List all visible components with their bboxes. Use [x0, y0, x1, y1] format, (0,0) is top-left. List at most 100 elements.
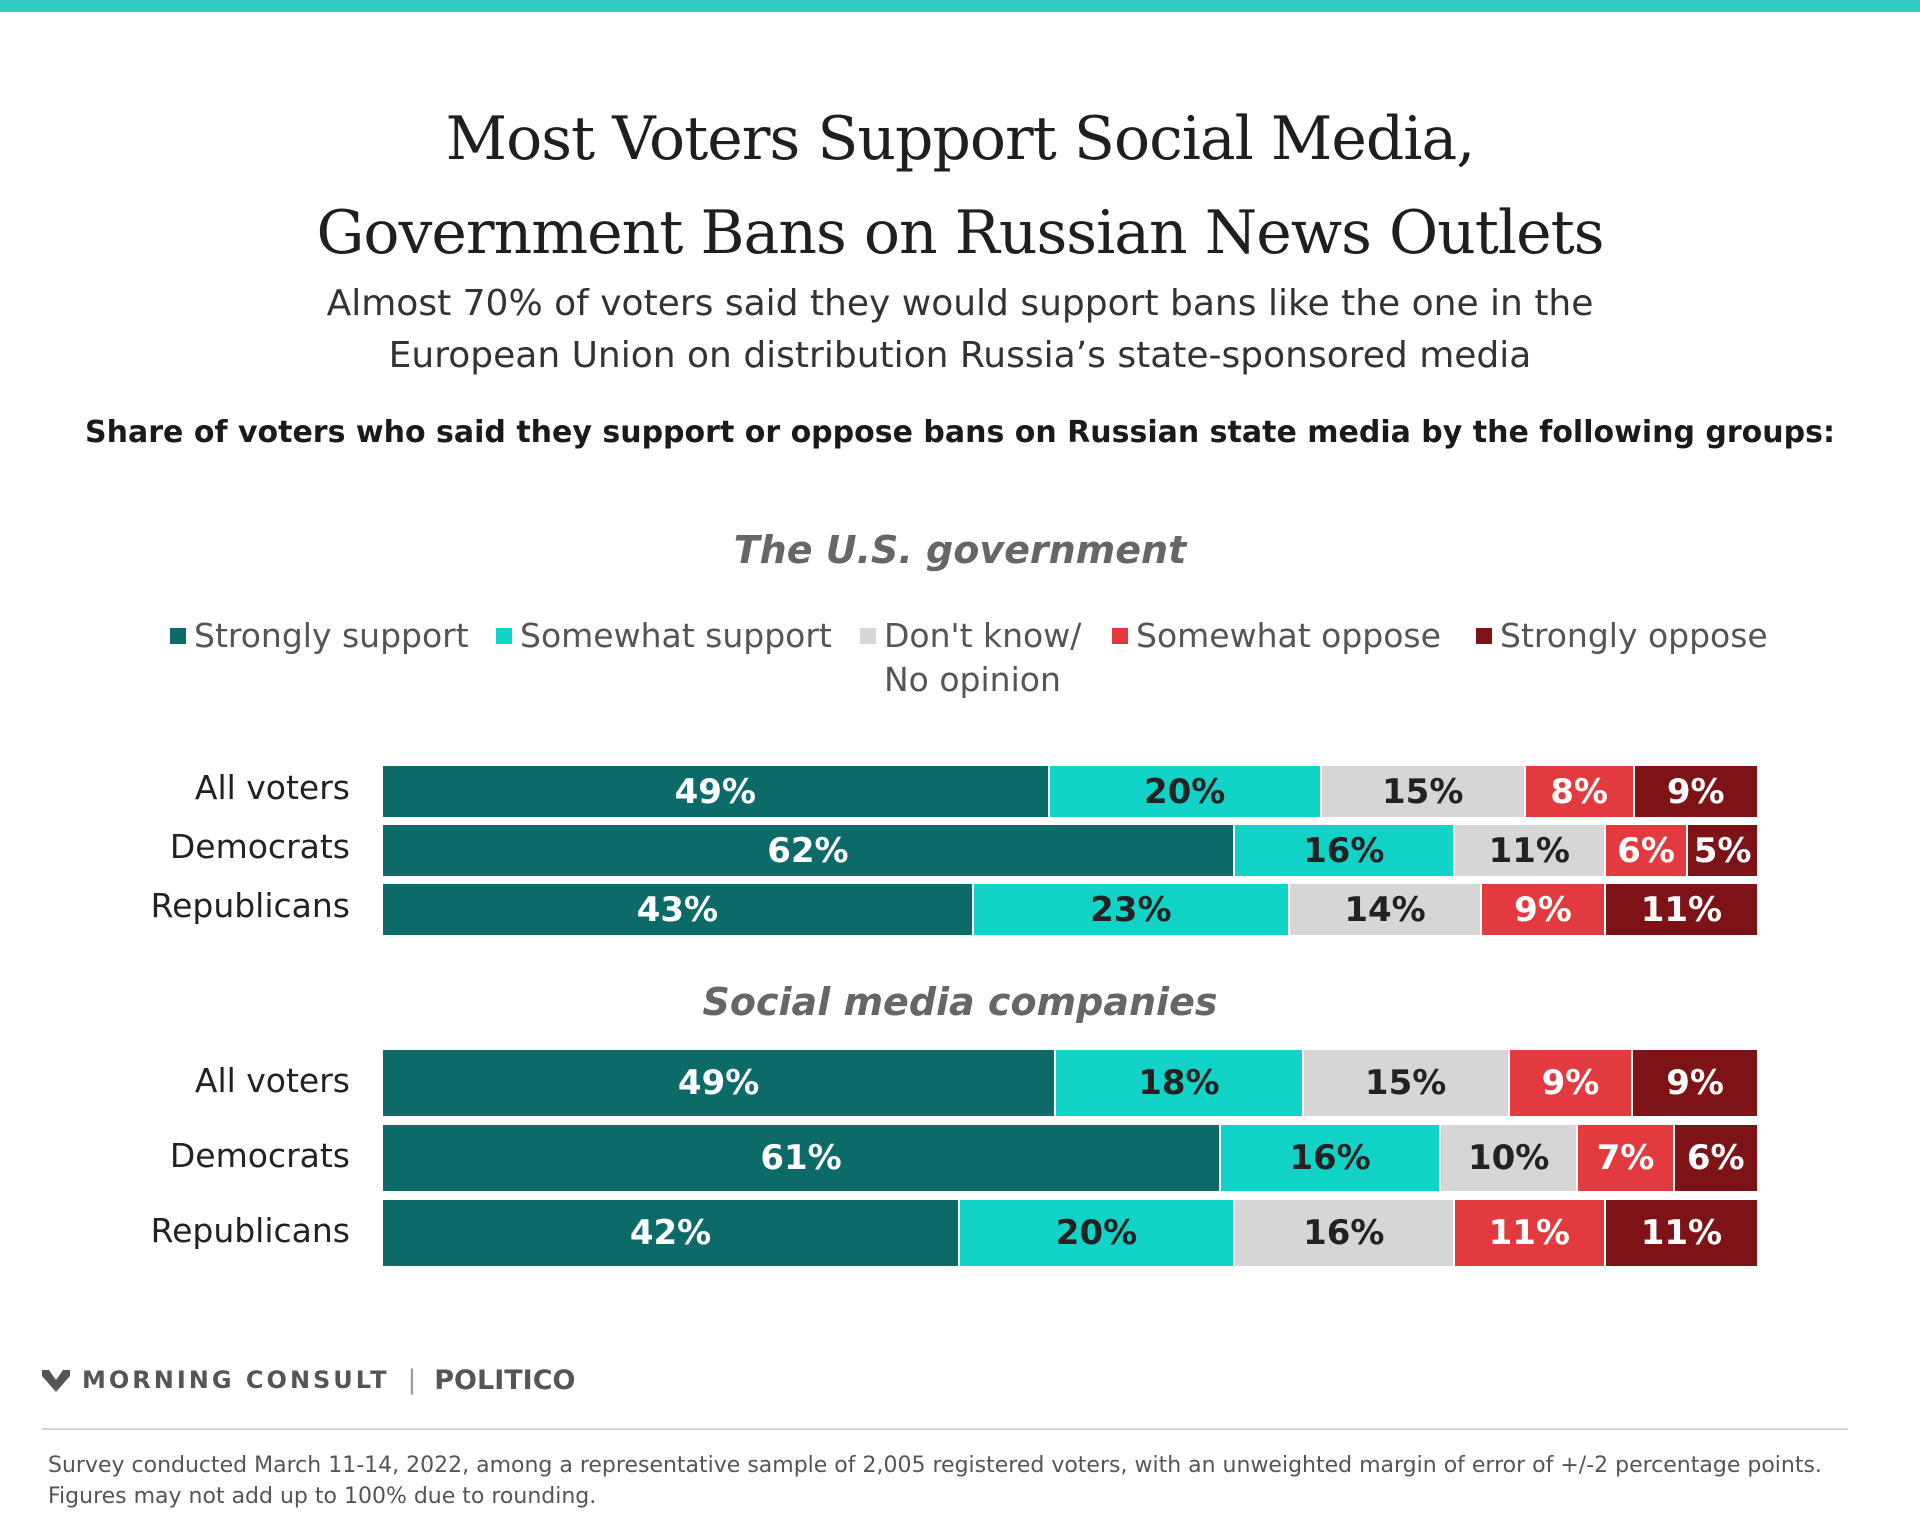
bar-segment-somewhat-oppose: 8%	[1525, 766, 1635, 817]
bar-segment-strongly-oppose: 9%	[1634, 766, 1757, 817]
row-label: Democrats	[169, 827, 350, 866]
legend-item-strongly-oppose: Strongly oppose	[1476, 614, 1768, 658]
bar-segment-somewhat-oppose: 7%	[1578, 1125, 1675, 1191]
legend-swatch-strongly-support	[170, 628, 186, 644]
bar-segment-somewhat-support: 16%	[1221, 1125, 1441, 1191]
bar-segment-somewhat-oppose: 6%	[1605, 825, 1689, 876]
stacked-bar: 43% 23% 14% 9% 11%	[383, 884, 1757, 935]
data-label: 10%	[1467, 1138, 1550, 1178]
bar-segment-strongly-support: 49%	[383, 766, 1050, 817]
data-label: 15%	[1382, 771, 1464, 812]
data-label: 11%	[1640, 889, 1723, 930]
section-title-social-media: Social media companies	[702, 980, 1218, 1024]
bar-segment-strongly-oppose: 6%	[1674, 1125, 1757, 1191]
data-label: 43%	[636, 889, 719, 930]
legend-label: Strongly oppose	[1500, 616, 1768, 655]
morning-consult-logo-icon	[42, 1370, 70, 1392]
chart-title-line-2: Government Bans on Russian News Outlets	[316, 198, 1604, 268]
data-label: 14%	[1344, 889, 1426, 930]
footer-divider	[42, 1428, 1848, 1430]
data-label: 20%	[1055, 1213, 1138, 1253]
bar-segment-dont-know: 10%	[1440, 1125, 1579, 1191]
data-label: 8%	[1550, 771, 1608, 812]
bar-segment-somewhat-support: 18%	[1056, 1050, 1304, 1116]
data-label: 15%	[1364, 1063, 1447, 1103]
bar-segment-dont-know: 16%	[1234, 1200, 1455, 1266]
stacked-bar: 62% 16% 11% 6% 5%	[383, 825, 1757, 876]
legend-swatch-somewhat-oppose	[1112, 628, 1128, 644]
stacked-bar: 61% 16% 10% 7% 6%	[383, 1125, 1757, 1191]
data-label: 16%	[1303, 830, 1385, 871]
legend-item-strongly-support: Strongly support	[170, 614, 469, 658]
row-label: Republicans	[150, 886, 350, 925]
legend-swatch-strongly-oppose	[1476, 628, 1492, 644]
chart-title-line-1: Most Voters Support Social Media,	[445, 104, 1476, 174]
bar-segment-strongly-oppose: 5%	[1688, 825, 1757, 876]
bar-segment-somewhat-support: 20%	[1049, 766, 1322, 817]
data-label: 11%	[1640, 1213, 1723, 1253]
partner-name: POLITICO	[434, 1364, 576, 1396]
legend-item-dont-know: Don't know/ No opinion	[860, 614, 1081, 702]
bar-segment-dont-know: 14%	[1289, 884, 1483, 935]
bar-segment-strongly-support: 62%	[383, 825, 1235, 876]
data-label: 49%	[677, 1063, 760, 1103]
legend-label: Strongly support	[194, 616, 469, 655]
data-label: 20%	[1143, 771, 1226, 812]
data-label: 18%	[1138, 1063, 1220, 1103]
data-label: 9%	[1666, 1063, 1724, 1103]
data-label: 49%	[674, 771, 756, 812]
row-label: Democrats	[169, 1136, 350, 1175]
logo-divider: |	[407, 1365, 417, 1395]
footer-logo: MORNING CONSULT | POLITICO	[42, 1364, 576, 1396]
bar-segment-strongly-support: 43%	[383, 884, 974, 935]
data-label: 11%	[1488, 830, 1570, 871]
bar-segment-strongly-support: 61%	[383, 1125, 1222, 1191]
stacked-bar: 49% 18% 15% 9% 9%	[383, 1050, 1757, 1116]
data-label: 7%	[1596, 1138, 1655, 1178]
data-label: 11%	[1488, 1213, 1570, 1253]
bar-segment-dont-know: 11%	[1454, 825, 1606, 876]
data-label: 16%	[1289, 1138, 1371, 1178]
legend: Strongly support Somewhat support Don't …	[170, 614, 1810, 704]
legend-label: Somewhat support	[520, 616, 832, 655]
legend-swatch-somewhat-support	[496, 628, 512, 644]
legend-label: Somewhat oppose	[1136, 616, 1441, 655]
data-label: 42%	[629, 1213, 712, 1253]
accent-top-bar	[0, 0, 1920, 12]
legend-item-somewhat-oppose: Somewhat oppose	[1112, 614, 1441, 658]
chart-title: Most Voters Support Social Media, Govern…	[0, 92, 1920, 280]
stacked-bar: 49% 20% 15% 8% 9%	[383, 766, 1757, 817]
bar-segment-dont-know: 15%	[1321, 766, 1526, 817]
data-label: 9%	[1666, 771, 1725, 812]
bar-segment-strongly-oppose: 9%	[1633, 1050, 1757, 1116]
chart-subtitle: Almost 70% of voters said they would sup…	[260, 278, 1660, 382]
section-title-government: The U.S. government	[733, 528, 1187, 572]
bar-segment-strongly-support: 49%	[383, 1050, 1057, 1116]
data-label: 5%	[1693, 830, 1752, 871]
brand-name: MORNING CONSULT	[82, 1366, 390, 1394]
row-label: All voters	[194, 768, 350, 807]
bar-segment-somewhat-oppose: 9%	[1482, 884, 1606, 935]
data-label: 6%	[1686, 1138, 1745, 1178]
chart-caption: Share of voters who said they support or…	[85, 415, 1835, 450]
data-label: 23%	[1090, 889, 1172, 930]
bar-segment-somewhat-support: 16%	[1234, 825, 1455, 876]
legend-item-somewhat-support: Somewhat support	[496, 614, 832, 658]
row-label: Republicans	[150, 1211, 350, 1250]
bar-segment-somewhat-oppose: 11%	[1454, 1200, 1606, 1266]
bar-segment-somewhat-oppose: 9%	[1509, 1050, 1634, 1116]
data-label: 62%	[767, 830, 849, 871]
data-label: 16%	[1303, 1213, 1385, 1253]
row-label: All voters	[194, 1061, 350, 1100]
subtitle-line-2: European Union on distribution Russia’s …	[388, 335, 1532, 376]
data-label: 6%	[1617, 830, 1675, 871]
bar-segment-dont-know: 15%	[1303, 1050, 1510, 1116]
legend-swatch-dont-know	[860, 628, 876, 644]
bar-segment-somewhat-support: 23%	[973, 884, 1290, 935]
bar-segment-strongly-oppose: 11%	[1605, 1200, 1757, 1266]
footnote: Survey conducted March 11-14, 2022, amon…	[48, 1453, 1822, 1509]
bar-segment-strongly-support: 42%	[383, 1200, 961, 1266]
data-label: 9%	[1514, 889, 1572, 930]
legend-label: Don't know/ No opinion	[884, 616, 1082, 699]
data-label: 61%	[760, 1138, 842, 1178]
